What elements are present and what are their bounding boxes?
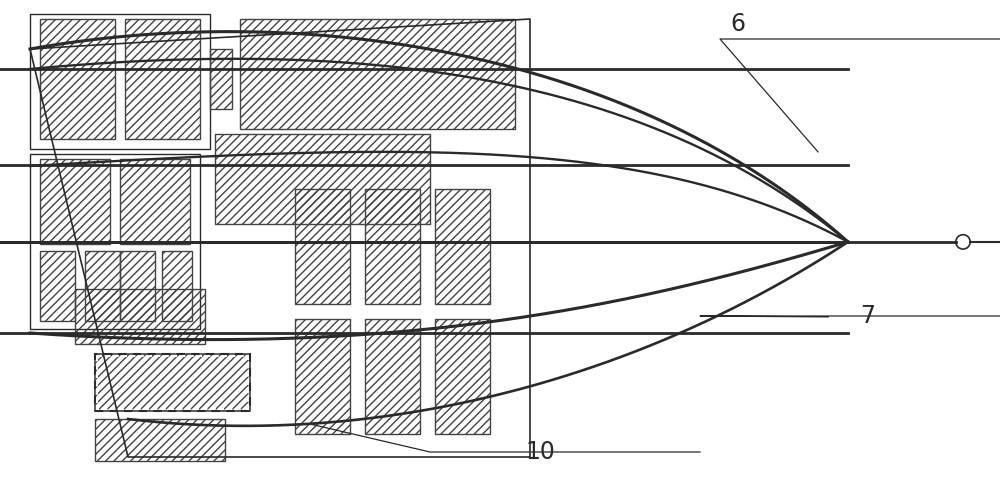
Bar	[125, 19, 200, 139]
Bar	[30, 14, 210, 149]
Bar	[210, 49, 232, 109]
Bar	[40, 251, 75, 321]
Bar	[162, 251, 192, 321]
Bar	[125, 19, 200, 139]
Bar	[85, 251, 120, 321]
Bar	[240, 19, 515, 129]
Bar	[75, 289, 205, 344]
Bar	[120, 251, 155, 321]
Text: 7: 7	[860, 304, 876, 328]
Bar	[365, 319, 420, 434]
Bar	[240, 19, 515, 129]
Bar	[30, 154, 200, 329]
Bar	[40, 159, 110, 244]
Bar	[40, 19, 115, 139]
Bar	[435, 189, 490, 304]
Bar	[40, 159, 110, 244]
Bar	[95, 354, 250, 411]
Bar	[97, 356, 248, 409]
Bar	[215, 134, 430, 224]
Bar	[95, 419, 225, 461]
Bar	[215, 134, 430, 224]
Text: 10: 10	[525, 440, 555, 464]
Bar	[95, 354, 250, 411]
Text: 6: 6	[730, 12, 746, 36]
Bar	[295, 319, 350, 434]
Bar	[75, 289, 205, 344]
Bar	[295, 319, 350, 434]
Bar	[365, 189, 420, 304]
Bar	[40, 251, 75, 321]
Bar	[120, 251, 155, 321]
Bar	[120, 159, 190, 244]
Bar	[365, 319, 420, 434]
Bar	[365, 189, 420, 304]
Bar	[95, 354, 250, 411]
Bar	[295, 189, 350, 304]
Bar	[162, 251, 192, 321]
Bar	[435, 319, 490, 434]
Bar	[435, 319, 490, 434]
Bar	[210, 49, 232, 109]
Bar	[85, 251, 120, 321]
Bar	[120, 159, 190, 244]
Bar	[295, 189, 350, 304]
Bar	[435, 189, 490, 304]
Bar	[40, 19, 115, 139]
Bar	[95, 419, 225, 461]
